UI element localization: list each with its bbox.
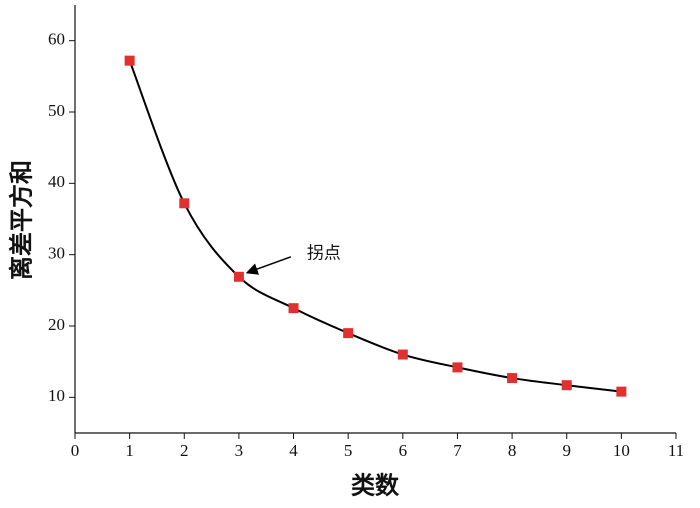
- y-tick-label: 20: [48, 315, 65, 334]
- marker: [343, 328, 354, 339]
- x-tick-label: 2: [180, 441, 189, 460]
- line: [128, 60, 622, 393]
- x-tick-label: 10: [613, 441, 630, 460]
- x-axis-title: 类数: [351, 473, 400, 500]
- marker: [233, 271, 244, 282]
- y-tick-label: 40: [48, 172, 65, 191]
- y-tick-label: 60: [48, 30, 65, 49]
- x-tick-label: 8: [508, 441, 517, 460]
- marker: [124, 55, 135, 66]
- annotation-arrow: [245, 256, 292, 275]
- y-axis-title: 离差平方和: [8, 160, 36, 280]
- annotation: 拐点: [307, 244, 341, 263]
- marker: [561, 380, 572, 391]
- marker: [397, 349, 408, 360]
- x-tick-label: 6: [399, 441, 408, 460]
- y-tick-label: 10: [48, 386, 65, 405]
- x-tick-label: 3: [235, 441, 244, 460]
- marker: [616, 386, 627, 397]
- x-tick-label: 0: [71, 441, 80, 460]
- y-tick-label: 50: [48, 101, 65, 120]
- marker: [507, 373, 518, 384]
- x-tick-label: 4: [289, 441, 298, 460]
- x-tick-label: 7: [453, 441, 462, 460]
- x-tick-label: 11: [668, 441, 684, 460]
- x-tick-label: 1: [125, 441, 134, 460]
- x-tick-label: 9: [562, 441, 571, 460]
- y-tick-label: 30: [48, 244, 65, 263]
- marker: [452, 362, 463, 373]
- marker: [288, 303, 299, 314]
- marker: [179, 198, 190, 209]
- x-tick-label: 5: [344, 441, 353, 460]
